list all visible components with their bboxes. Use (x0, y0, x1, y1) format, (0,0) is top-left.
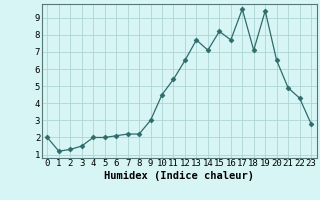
X-axis label: Humidex (Indice chaleur): Humidex (Indice chaleur) (104, 171, 254, 181)
